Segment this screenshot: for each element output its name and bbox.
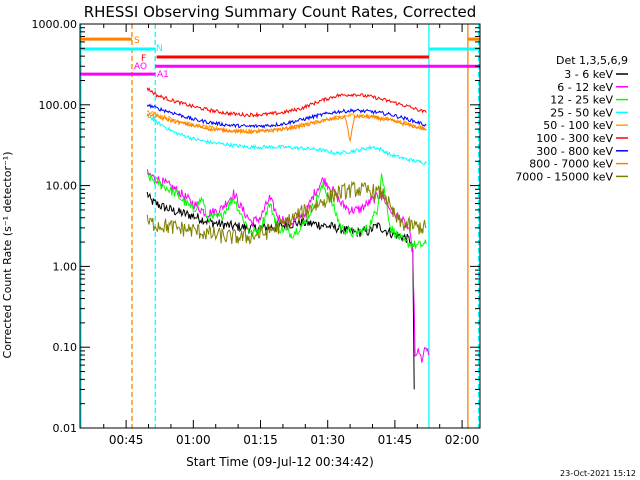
state-label-s: S: [134, 36, 140, 46]
legend-label-100-300-kev: 100 - 300 keV: [536, 132, 613, 145]
state-label-ao: AO: [134, 62, 147, 72]
y-tick-label: 1000.00: [32, 18, 78, 31]
series-line-800-7000-kev: [146, 113, 427, 143]
series-line-25-50-kev: [146, 113, 427, 166]
series-line-300-800-kev: [146, 103, 427, 129]
y-tick-label: 0.10: [53, 341, 78, 354]
axes: 1000.00 100.00 10.00 1.00 0.10 0.01 00:45 01:00…: [32, 18, 480, 447]
y-tick-label: 1.00: [53, 260, 78, 273]
x-tick-label: 02:00: [445, 433, 480, 447]
legend-title: Det 1,3,5,6,9: [556, 54, 628, 67]
y-tick-label: 0.01: [53, 422, 78, 435]
state-label-a1: A1: [157, 70, 169, 80]
series-line-100-300-kev: [146, 86, 427, 118]
date-stamp: 23-Oct-2021 15:12: [560, 469, 636, 478]
x-tick-label: 01:45: [378, 433, 413, 447]
chart-marks: [146, 86, 429, 390]
legend-label-6-12-kev: 6 - 12 keV: [557, 81, 613, 94]
legend-label-7000-15000-kev: 7000 - 15000 keV: [515, 170, 613, 183]
legend-label-50-100-kev: 50 - 100 keV: [543, 119, 613, 132]
state-label-f: F: [141, 54, 146, 64]
y-tick-label: 10.00: [46, 180, 78, 193]
legend-label-25-50-kev: 25 - 50 keV: [550, 106, 613, 119]
x-axis-label: Start Time (09-Jul-12 00:34:42): [186, 455, 374, 469]
legend-label-12-25-kev: 12 - 25 keV: [550, 94, 613, 107]
plot-frame-box: [79, 23, 481, 429]
x-tick-label: 01:15: [243, 433, 278, 447]
x-tick-label: 01:30: [310, 433, 345, 447]
y-tick-label: 100.00: [39, 99, 78, 112]
x-tick-label: 01:00: [176, 433, 211, 447]
series-line-7000-15000-kev: [146, 180, 427, 245]
y-axis-label: Corrected Count Rate (s⁻¹ detector⁻¹): [1, 152, 14, 359]
legend-label-300-800-kev: 300 - 800 keV: [536, 145, 613, 158]
legend-label-3-6-kev: 3 - 6 keV: [564, 68, 613, 81]
plot-frame: [79, 23, 481, 429]
legend-label-800-7000-kev: 800 - 7000 keV: [529, 158, 613, 171]
x-tick-label: 00:45: [109, 433, 144, 447]
chart-title: RHESSI Observing Summary Count Rates, Co…: [84, 3, 477, 21]
state-label-n: N: [156, 44, 163, 54]
